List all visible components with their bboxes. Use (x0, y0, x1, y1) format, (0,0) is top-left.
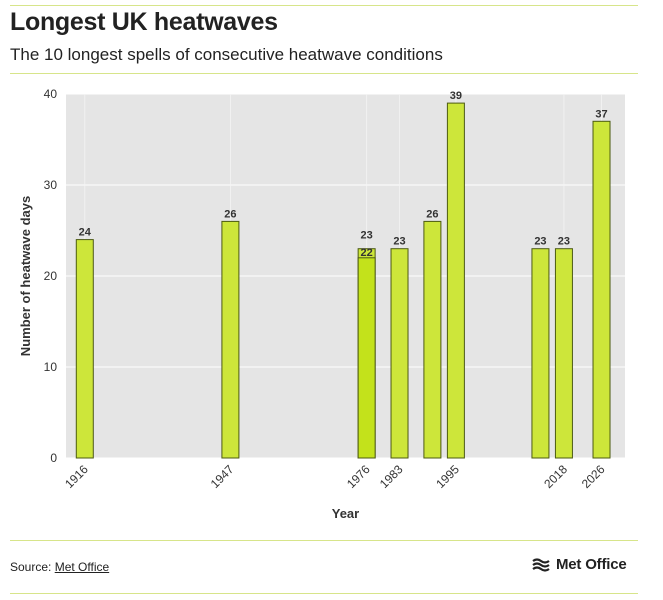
x-axis-title: Year (332, 506, 359, 521)
data-label-1947-26: 26 (224, 208, 236, 220)
page-subtitle: The 10 longest spells of consecutive hea… (10, 45, 443, 64)
x-tick-label: 2018 (541, 462, 570, 491)
bar-1995-39 (446, 102, 465, 459)
logo-text: Met Office (556, 556, 627, 573)
data-label-2026-37: 37 (595, 108, 607, 120)
data-label-1916-24: 24 (79, 227, 92, 239)
x-tick-label: 1995 (433, 462, 462, 491)
met-office-logo: Met Office (532, 556, 627, 573)
header-rule (10, 73, 638, 74)
x-tick-label: 1947 (208, 462, 237, 491)
footer-rule (10, 540, 638, 541)
bar-1916-24 (75, 239, 94, 459)
bar-1983-23 (390, 248, 409, 459)
source-link[interactable]: Met Office (54, 560, 110, 574)
y-tick-label: 30 (44, 178, 58, 192)
data-label-1995-39: 39 (450, 90, 462, 102)
x-tick-label: 1983 (377, 462, 406, 491)
x-tick-label: 1916 (62, 462, 91, 491)
source-label: Source: (10, 560, 52, 574)
heatwave-bar-chart: 39 37 26 26 24 23 23 23 23 22 0 10 20 30 40 1916 1947 197… (18, 87, 625, 521)
bar-1990-26 (423, 220, 442, 459)
data-label-1983-23: 23 (393, 236, 405, 248)
page-title: Longest UK heatwaves (10, 8, 278, 36)
y-tick-label: 10 (44, 360, 58, 374)
y-tick-label: 0 (50, 451, 57, 465)
bottom-rule (10, 593, 638, 594)
bar-1947-26 (221, 220, 240, 459)
y-tick-label: 20 (44, 269, 58, 283)
y-tick-label: 40 (44, 87, 58, 101)
x-tick-label: 2026 (579, 462, 608, 491)
top-rule (10, 5, 638, 6)
x-tick-label: 1976 (344, 462, 373, 491)
data-label-2018-23: 23 (558, 236, 570, 248)
data-label-1990-26: 26 (426, 208, 438, 220)
y-axis-title: Number of heatwave days (18, 196, 33, 356)
source-note: Source: Met Office (10, 560, 109, 574)
bar-2013-23 (531, 248, 550, 459)
data-label-2013-23: 23 (534, 236, 546, 248)
bar-2018-23 (554, 248, 573, 459)
bar-1976-22 (357, 257, 376, 459)
met-office-wave-icon (532, 557, 550, 572)
bar-2026-37 (592, 120, 611, 459)
data-label-1976-22: 22 (361, 247, 373, 259)
data-label-1976-23: 23 (361, 230, 373, 242)
